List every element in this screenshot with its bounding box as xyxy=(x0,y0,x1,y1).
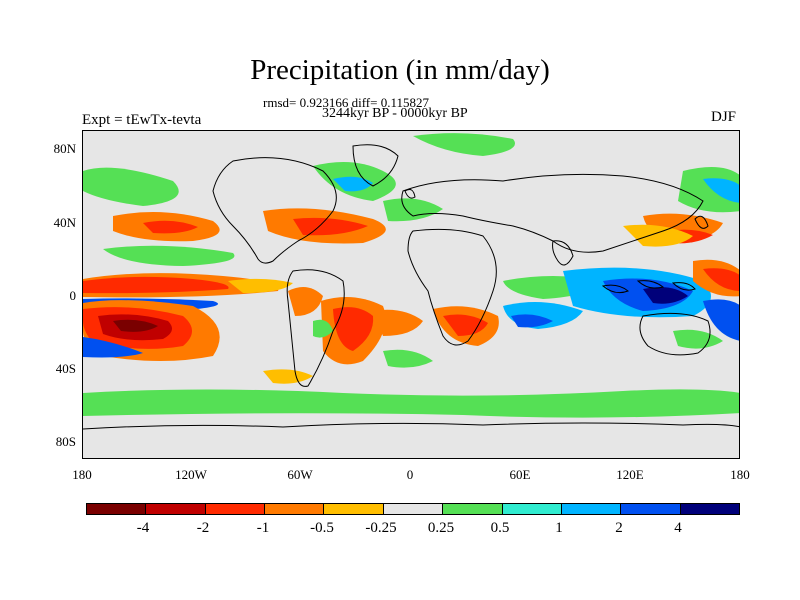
colorbar-label: 2 xyxy=(615,520,623,536)
lat-label-40s: 40S xyxy=(55,361,76,376)
anomaly-fields xyxy=(83,133,739,418)
lon-label-180e: 180 xyxy=(730,467,750,482)
colorbar-swatch xyxy=(621,504,681,514)
lon-label-0: 0 xyxy=(406,467,414,482)
period-label: 3244kyr BP - 0000kyr BP xyxy=(322,106,468,121)
colorbar-swatch xyxy=(443,504,503,514)
experiment-label: Expt = tEwTx-tevta xyxy=(82,112,202,128)
colorbar xyxy=(86,503,740,515)
colorbar-swatch xyxy=(561,504,622,514)
colorbar-swatch xyxy=(205,504,266,514)
colorbar-swatch xyxy=(324,504,384,514)
lon-label-60e: 60E xyxy=(509,467,531,482)
colorbar-label: 4 xyxy=(674,520,682,536)
colorbar-swatch xyxy=(87,504,147,514)
colorbar-swatch xyxy=(265,504,325,514)
colorbar-label: -0.5 xyxy=(310,520,334,536)
lon-label-120e: 120E xyxy=(616,467,644,482)
lat-label-80n: 80N xyxy=(53,141,76,156)
colorbar-swatch xyxy=(383,504,444,514)
colorbar-label: 0.25 xyxy=(427,520,455,536)
stats-label: rmsd= 0.923166 diff= 0.115827 xyxy=(263,95,429,110)
colorbar-label: -2 xyxy=(196,520,210,536)
colorbar-label: 1 xyxy=(555,520,563,536)
map-canvas xyxy=(83,133,739,430)
colorbar-swatch xyxy=(502,504,562,514)
lon-label-180w: 180 xyxy=(72,467,92,482)
precipitation-map xyxy=(82,130,740,459)
lat-label-40n: 40N xyxy=(53,215,76,230)
coastlines xyxy=(83,144,739,430)
season-label: DJF xyxy=(711,109,737,125)
lat-label-0: 0 xyxy=(69,288,77,303)
lat-label-80s: 80S xyxy=(55,434,76,449)
colorbar-label: -4 xyxy=(136,520,150,536)
colorbar-swatch xyxy=(146,504,206,514)
colorbar-swatch xyxy=(680,504,739,514)
lon-label-60w: 60W xyxy=(287,467,313,482)
lon-label-120w: 120W xyxy=(175,467,207,482)
colorbar-label: -0.25 xyxy=(365,520,397,536)
map-title: Precipitation (in mm/day) xyxy=(250,54,550,86)
colorbar-label: -1 xyxy=(256,520,270,536)
colorbar-label: 0.5 xyxy=(490,520,510,536)
